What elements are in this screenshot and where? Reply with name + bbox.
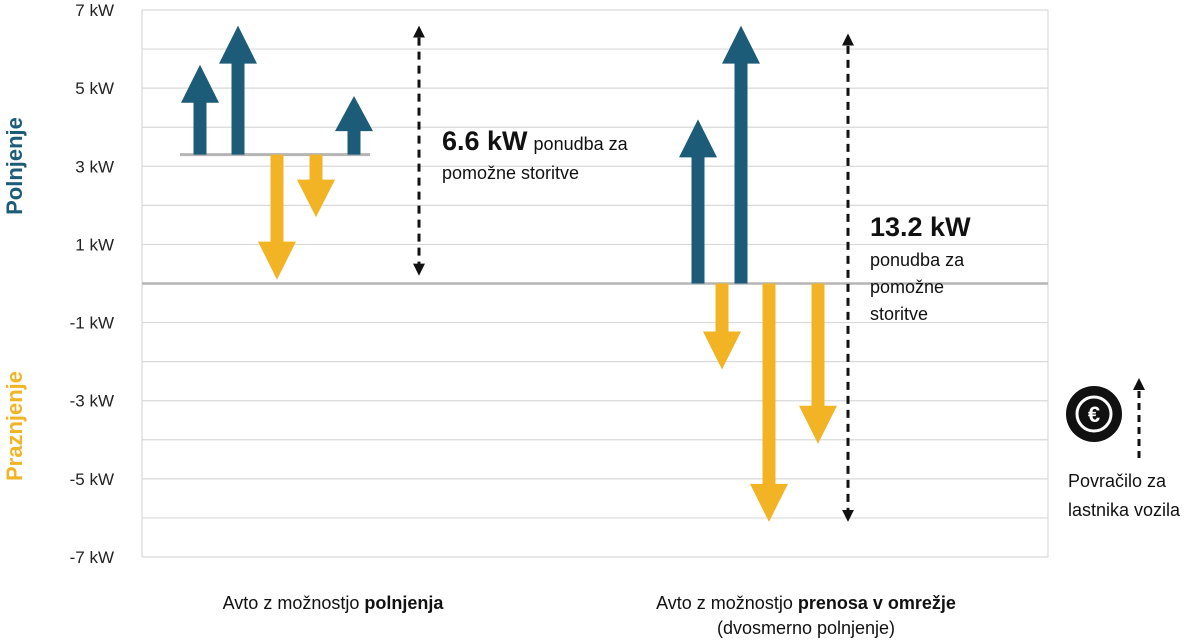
annotation-2-line-3: storitve: [870, 304, 928, 324]
y-tick-label: -5 kW: [70, 470, 114, 489]
y-tick-label: -1 kW: [70, 314, 114, 333]
reward-text-line2: lastnika vozila: [1068, 500, 1181, 520]
annotation-1-value: 6.6 kW: [442, 126, 528, 156]
category-label-2-bold: prenosa v omrežje: [798, 593, 956, 613]
reward-text-line1: Povračilo za: [1068, 471, 1167, 491]
annotation-2-line-1: ponudba za: [870, 250, 965, 270]
y-tick-label: 7 kW: [75, 1, 114, 20]
power-arrows: [180, 25, 854, 522]
annotation-1-text-line2: pomožne storitve: [442, 163, 579, 183]
y-tick-label: -7 kW: [70, 548, 114, 567]
y-tick-label: 3 kW: [75, 157, 114, 176]
y-tick-label: -3 kW: [70, 392, 114, 411]
charge-arrow: [679, 119, 717, 284]
y-tick-label: 1 kW: [75, 235, 114, 254]
charge-arrow: [181, 64, 219, 155]
y-tick-label: 5 kW: [75, 79, 114, 98]
side-label-charging: Polnjenje: [2, 117, 27, 215]
category-label-1-bold: polnjenja: [364, 593, 444, 613]
annotation-1-text: ponudba za: [534, 134, 629, 154]
discharge-arrow: [703, 283, 741, 370]
discharge-arrow: [258, 154, 296, 280]
annotation-2-value: 13.2 kW: [870, 212, 971, 242]
category-label-1-normal: Avto z možnostjo: [223, 593, 365, 613]
y-axis-ticks: 7 kW 5 kW 3 kW 1 kW -1 kW -3 kW -5 kW -7 kW: [70, 1, 114, 567]
euro-coin-icon: €: [1066, 386, 1122, 442]
category-label-2-normal: Avto z možnostjo: [656, 593, 798, 613]
discharge-arrow: [799, 283, 837, 444]
annotation-2-line-2: pomožne: [870, 277, 944, 297]
charge-arrow: [722, 25, 760, 284]
discharge-arrow: [750, 283, 788, 522]
category-label-2: Avto z možnostjo prenosa v omrežje: [656, 593, 956, 613]
euro-symbol: €: [1088, 402, 1100, 427]
annotation-1: 6.6 kW ponudba za: [442, 126, 629, 156]
category-label-1: Avto z možnostjo polnjenja: [223, 593, 445, 613]
charge-arrow: [335, 95, 373, 155]
side-label-discharging: Praznjenje: [2, 371, 27, 481]
gridlines: [141, 9, 1049, 558]
discharge-arrow: [297, 154, 335, 218]
category-label-2-line2: (dvosmerno polnjenje): [717, 618, 895, 638]
charge-arrow: [219, 25, 257, 155]
